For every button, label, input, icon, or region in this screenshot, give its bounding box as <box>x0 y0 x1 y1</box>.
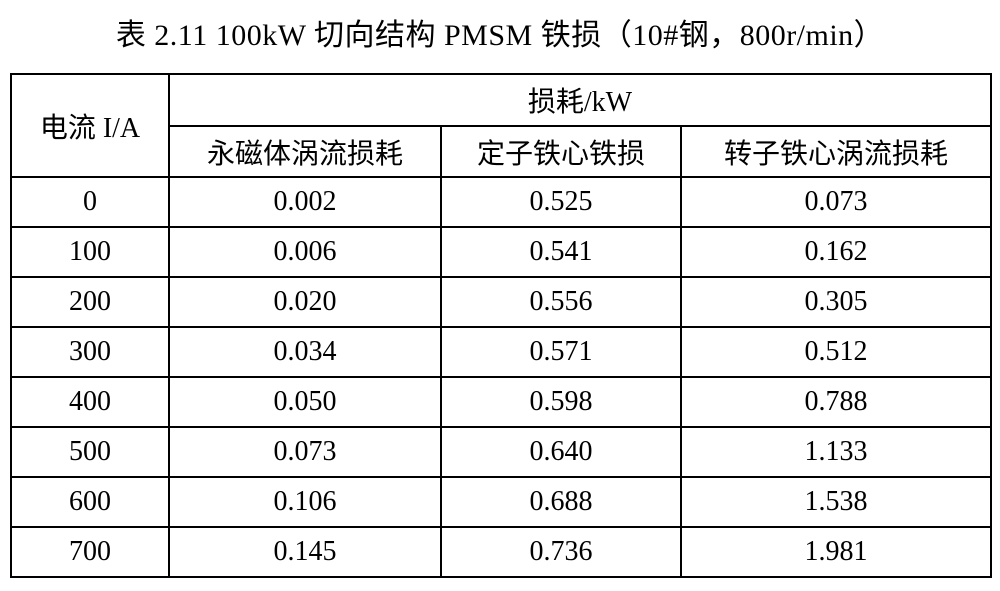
cell-stator-loss: 0.688 <box>440 476 682 528</box>
cell-pm-loss: 0.020 <box>168 276 442 328</box>
cell-rotor-loss: 1.538 <box>680 476 992 528</box>
cell-pm-loss: 0.006 <box>168 226 442 278</box>
table-row: 200 0.020 0.556 0.305 <box>10 276 992 328</box>
header-row-sub: 永磁体涡流损耗 定子铁心铁损 转子铁心涡流损耗 <box>11 125 992 178</box>
cell-rotor-loss: 0.073 <box>680 176 992 228</box>
cell-stator-loss: 0.571 <box>440 326 682 378</box>
cell-current: 200 <box>10 276 170 328</box>
cell-rotor-loss: 1.133 <box>680 426 992 478</box>
cell-stator-loss: 0.525 <box>440 176 682 228</box>
header-row-group: 电流 I/A 损耗/kW <box>10 73 992 178</box>
cell-stator-loss: 0.736 <box>440 526 682 578</box>
table-row: 300 0.034 0.571 0.512 <box>10 326 992 378</box>
cell-current: 300 <box>10 326 170 378</box>
cell-pm-loss: 0.050 <box>168 376 442 428</box>
cell-current: 600 <box>10 476 170 528</box>
table-row: 500 0.073 0.640 1.133 <box>10 426 992 478</box>
header-loss-group: 损耗/kW <box>168 73 992 127</box>
cell-rotor-loss: 0.305 <box>680 276 992 328</box>
cell-current: 500 <box>10 426 170 478</box>
header-current: 电流 I/A <box>10 73 170 178</box>
cell-pm-loss: 0.073 <box>168 426 442 478</box>
cell-current: 700 <box>10 526 170 578</box>
cell-current: 0 <box>10 176 170 228</box>
table-row: 100 0.006 0.541 0.162 <box>10 226 992 278</box>
table-row: 400 0.050 0.598 0.788 <box>10 376 992 428</box>
cell-rotor-loss: 1.981 <box>680 526 992 578</box>
table-row: 700 0.145 0.736 1.981 <box>10 526 992 578</box>
table-row: 600 0.106 0.688 1.538 <box>10 476 992 528</box>
table-caption: 表 2.11 100kW 切向结构 PMSM 铁损（10#钢，800r/min） <box>115 19 885 52</box>
cell-current: 400 <box>10 376 170 428</box>
table-row: 0 0.002 0.525 0.073 <box>10 176 992 228</box>
cell-stator-loss: 0.640 <box>440 426 682 478</box>
cell-stator-loss: 0.598 <box>440 376 682 428</box>
cell-pm-loss: 0.034 <box>168 326 442 378</box>
cell-pm-loss: 0.106 <box>168 476 442 528</box>
header-pm-eddy-loss: 永磁体涡流损耗 <box>168 125 442 178</box>
cell-current: 100 <box>10 226 170 278</box>
cell-rotor-loss: 0.788 <box>680 376 992 428</box>
header-stator-core-loss: 定子铁心铁损 <box>440 125 682 178</box>
cell-stator-loss: 0.541 <box>440 226 682 278</box>
cell-pm-loss: 0.002 <box>168 176 442 228</box>
cell-rotor-loss: 0.512 <box>680 326 992 378</box>
header-rotor-eddy-loss: 转子铁心涡流损耗 <box>680 125 992 178</box>
iron-loss-table: 电流 I/A 损耗/kW 永磁体涡流损耗 定子铁心铁损 转子铁心涡流损耗 0 0… <box>10 73 992 578</box>
cell-rotor-loss: 0.162 <box>680 226 992 278</box>
cell-pm-loss: 0.145 <box>168 526 442 578</box>
cell-stator-loss: 0.556 <box>440 276 682 328</box>
